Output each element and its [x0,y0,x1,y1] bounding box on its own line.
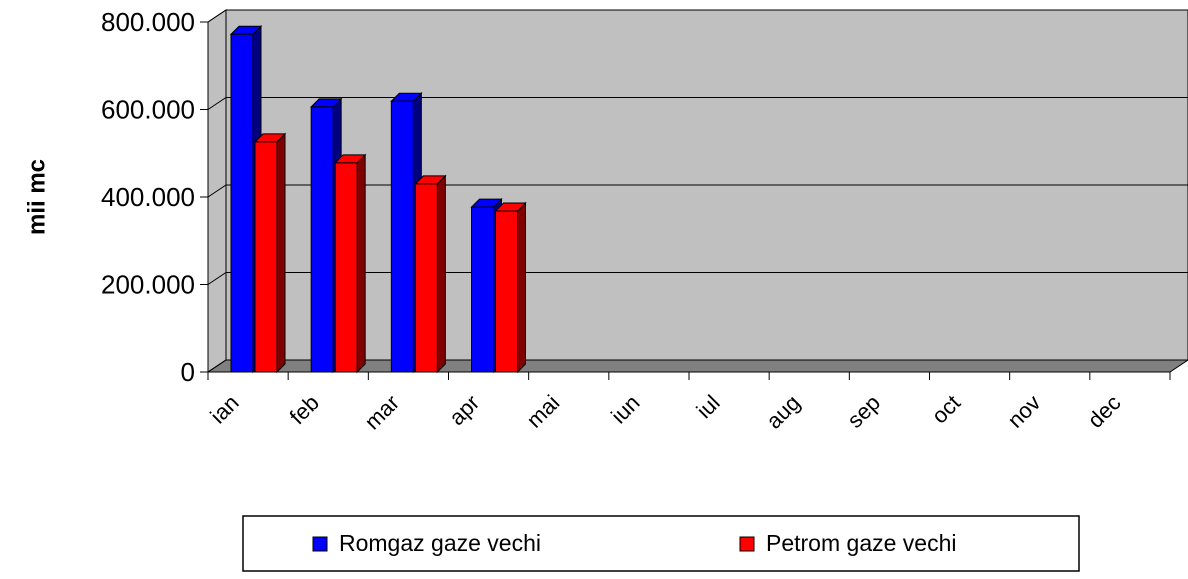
bar-front [310,106,334,373]
grid-line [207,359,1188,373]
legend-label: Romgaz gaze vechi [339,530,541,556]
x-tick-label: nov [1003,390,1046,433]
bar-front [471,206,494,373]
grid-line [207,184,1188,198]
x-tick-label: apr [444,390,484,430]
grid-line [207,272,1188,285]
bar [253,132,287,374]
bar-side [356,153,366,374]
y-tick-label: 0 [181,357,195,387]
y-tick-label: 400.000 [101,182,195,212]
x-tick-label: oct [927,390,965,428]
legend-swatch [312,536,328,552]
y-tick-label: 200.000 [101,269,195,299]
bar-front [230,33,254,373]
y-axis-title: mii mc [23,159,50,235]
bar [333,153,367,374]
bar-front [390,100,414,373]
grid-line [207,97,1188,110]
bar-front [254,141,278,373]
grid-line [207,9,1188,23]
bar [494,201,527,374]
x-tick-label: feb [285,390,324,429]
bar-front [334,162,358,373]
x-tick-label: sep [842,390,885,433]
bar [414,174,447,374]
y-tick-label: 600.000 [101,94,195,124]
x-tick-label: aug [761,390,805,434]
legend-box [242,515,1080,572]
x-tick-label: ian [205,390,243,428]
x-tick-label: dec [1083,390,1126,433]
x-tick-label: iun [606,390,644,428]
x-tick-label: mar [360,390,404,434]
bar-side [517,201,526,374]
x-tick-label: mai [522,390,565,433]
bar-side [436,174,446,374]
bar-side [276,132,286,374]
bar-front [414,183,438,373]
y-tick-label: 800.000 [101,7,195,37]
x-tick-label: iul [691,390,724,423]
legend-swatch [739,536,755,552]
bar-front [495,210,518,373]
legend-label: Petrom gaze vechi [766,530,956,556]
